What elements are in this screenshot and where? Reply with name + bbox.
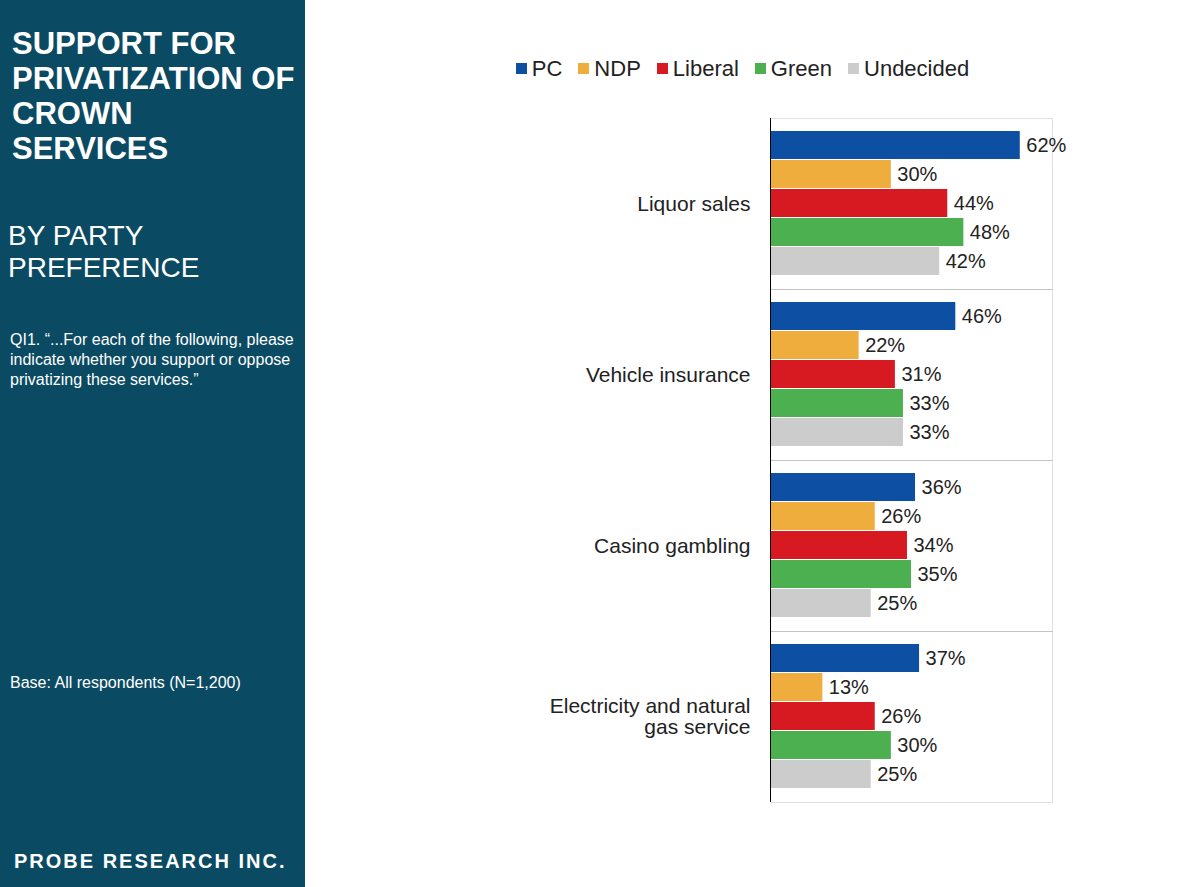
html-text:Liberal: Liberal: [672, 56, 739, 81]
svg-text:25%: 25%: [877, 592, 917, 614]
svg-text:46%: 46%: [962, 305, 1002, 327]
svg-text:35%: 35%: [918, 563, 958, 585]
html-text:Base: All respondents (N=1,200: Base: All respondents (N=1,200): [10, 674, 241, 691]
svg-text:26%: 26%: [881, 505, 921, 527]
svg-text:34%: 34%: [913, 534, 953, 556]
svg-text:33%: 33%: [909, 421, 949, 443]
svg-text:48%: 48%: [970, 221, 1010, 243]
html-text:Undecided: Undecided: [864, 56, 970, 81]
svg-text:42%: 42%: [946, 250, 986, 272]
html-text:BY PARTY PREFERENCE: BY PARTY PREFERENCE: [8, 220, 200, 283]
svg-text:Casino gambling: Casino gambling: [594, 534, 750, 557]
svg-text:31%: 31%: [901, 363, 941, 385]
svg-text:37%: 37%: [926, 647, 966, 669]
svg-text:36%: 36%: [922, 476, 962, 498]
svg-text:Electricity and naturalgas ser: Electricity and naturalgas service: [550, 694, 751, 738]
svg-text:26%: 26%: [881, 705, 921, 727]
svg-text:22%: 22%: [865, 334, 905, 356]
html-text:QI1. “...For each of the follo: QI1. “...For each of the following, plea…: [10, 331, 294, 388]
html-text:Green: Green: [770, 56, 832, 81]
html-text:PROBE RESEARCH INC.: PROBE RESEARCH INC.: [14, 850, 287, 872]
svg-text:30%: 30%: [897, 163, 937, 185]
svg-text:Vehicle insurance: Vehicle insurance: [586, 363, 751, 386]
svg-text:33%: 33%: [909, 392, 949, 414]
svg-text:62%: 62%: [1026, 134, 1066, 156]
svg-text:44%: 44%: [954, 192, 994, 214]
svg-text:30%: 30%: [897, 734, 937, 756]
svg-text:13%: 13%: [829, 676, 869, 698]
html-text:SUPPORT FOR PRIVATIZATION OF C: SUPPORT FOR PRIVATIZATION OF CROWN SERVI…: [12, 26, 295, 166]
html-text:NDP: NDP: [594, 56, 641, 81]
html-text:PC: PC: [531, 56, 563, 81]
svg-text:Liquor sales: Liquor sales: [637, 192, 750, 215]
svg-text:25%: 25%: [877, 763, 917, 785]
